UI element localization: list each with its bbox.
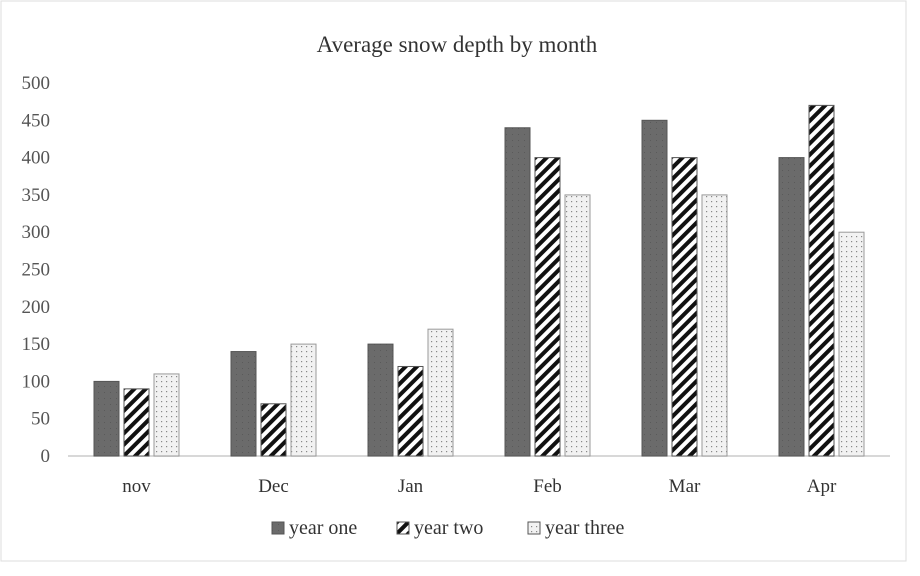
bar-year-three-Jan [427, 328, 454, 457]
bar-year-one-Apr [778, 157, 805, 457]
legend-swatch-year-three [527, 521, 541, 535]
y-tick-label: 400 [22, 148, 51, 169]
chart-border [0, 0, 907, 562]
y-tick-label: 500 [22, 73, 51, 94]
y-tick-label: 300 [22, 222, 51, 243]
legend-swatch-year-one [271, 521, 285, 535]
x-tick-label: Mar [669, 476, 701, 497]
x-tick-label: Jan [398, 476, 424, 497]
bar-year-three-Mar [701, 194, 728, 457]
bar-year-three-Feb [564, 194, 591, 457]
y-tick-label: 150 [22, 334, 51, 355]
bar-year-two-Dec [260, 403, 287, 457]
bar-year-two-Mar [671, 157, 698, 457]
bar-year-one-Mar [641, 119, 668, 457]
y-tick-label: 350 [22, 185, 51, 206]
bar-year-one-Dec [230, 351, 257, 457]
x-tick-label: Feb [533, 476, 562, 497]
bar-year-two-Feb [534, 157, 561, 457]
bar-year-two-nov [123, 388, 150, 457]
y-tick-label: 0 [41, 446, 51, 467]
legend-label: year one [289, 517, 357, 539]
x-tick-label: nov [122, 476, 151, 497]
chart-title: Average snow depth by month [317, 32, 598, 57]
bar-year-one-Feb [504, 127, 531, 457]
x-tick-label: Dec [258, 476, 289, 497]
x-tick-label: Apr [807, 476, 837, 497]
bar-year-one-Jan [367, 343, 394, 457]
bar-year-two-Jan [397, 365, 424, 457]
bar-year-three-nov [153, 373, 180, 457]
y-tick-label: 200 [22, 297, 51, 318]
y-tick-label: 50 [31, 409, 50, 430]
y-tick-label: 450 [22, 110, 51, 131]
y-tick-label: 100 [22, 371, 51, 392]
bar-year-one-nov [93, 380, 120, 457]
legend-label: year three [545, 517, 625, 539]
y-tick-label: 250 [22, 260, 51, 281]
bar-year-two-Apr [808, 104, 835, 457]
legend-label: year two [414, 517, 483, 539]
bar-year-three-Dec [290, 343, 317, 457]
legend-swatch-year-two [396, 521, 410, 535]
bar-year-three-Apr [838, 231, 865, 457]
